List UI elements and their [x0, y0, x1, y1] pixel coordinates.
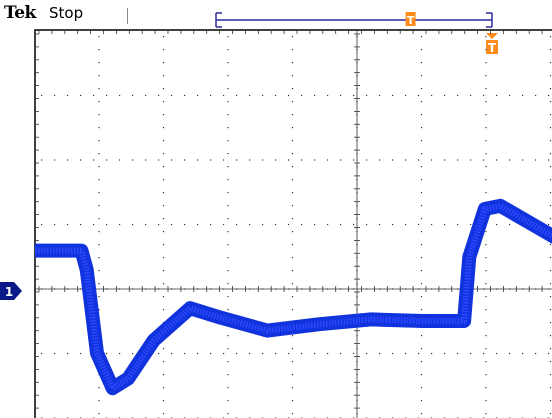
acquisition-status: Stop: [49, 4, 84, 22]
waveform-band: [35, 198, 552, 396]
trigger-label: T: [488, 41, 497, 55]
record-view-bar: T: [215, 12, 493, 28]
header-divider: [127, 8, 128, 24]
svg-text:T: T: [407, 14, 415, 27]
channel1-marker: 1: [0, 282, 22, 300]
waveform-ripple: [35, 202, 552, 392]
graticule: [34, 29, 552, 418]
trigger-point-icon: T: [486, 33, 498, 55]
scope-status-bar: Tek Stop: [0, 0, 552, 28]
channel1-waveform: [35, 198, 552, 396]
brand-logo: Tek: [4, 3, 36, 23]
trigger-position-icon: T: [405, 12, 416, 27]
channel1-label: 1: [5, 285, 13, 299]
